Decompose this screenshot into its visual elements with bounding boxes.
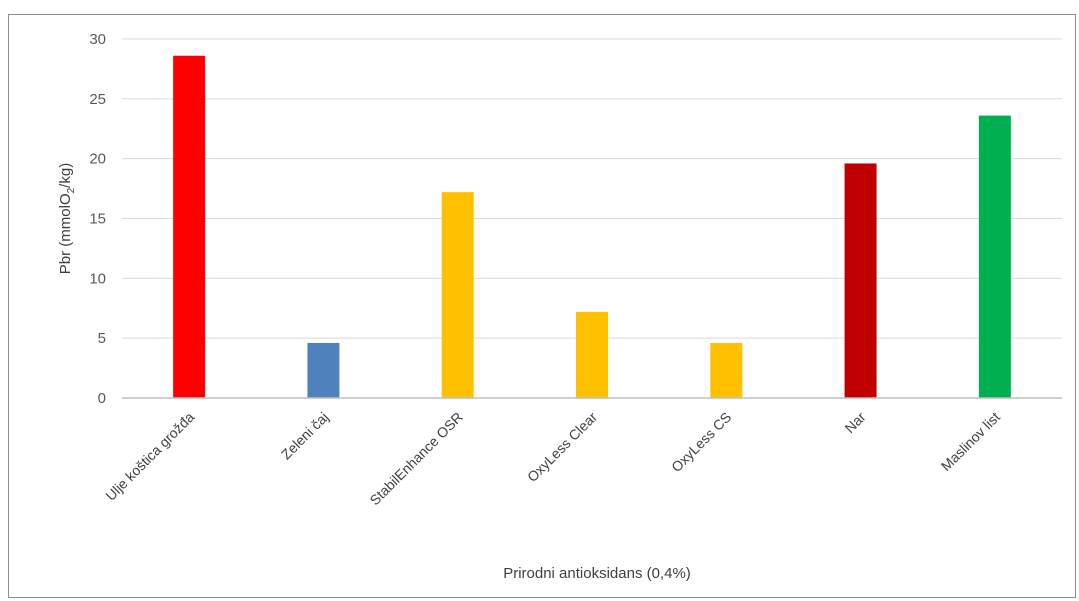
- y-tick-label: 25: [89, 91, 106, 108]
- bar: [710, 342, 743, 398]
- bars: [173, 55, 1011, 399]
- y-axis-ticks: 0 5 10 15 20 25 30: [89, 31, 106, 407]
- x-category-label: Maslinov list: [938, 409, 1003, 474]
- y-tick-label: 30: [89, 31, 106, 48]
- x-axis-title: Prirodni antioksidans (0,4%): [503, 565, 691, 582]
- y-axis-title-subscript: 2: [66, 187, 77, 193]
- x-category-label: Nar: [841, 409, 869, 437]
- x-axis-categories: Ulje koštica grožđa Zeleni čaj StabilEnhan…: [102, 409, 1003, 509]
- y-axis-title-prefix: Pbr (mmolO: [57, 193, 74, 274]
- bar: [844, 163, 877, 398]
- x-category-label: OxyLess CS: [668, 409, 734, 475]
- y-tick-label: 20: [89, 151, 106, 168]
- y-tick-label: 5: [98, 330, 106, 347]
- bar: [576, 311, 608, 398]
- bar: [441, 192, 474, 398]
- x-category-label: Ulje koštica grožđa: [102, 409, 197, 504]
- y-axis-title: Pbr (mmolO2/kg): [57, 163, 77, 274]
- x-category-label: OxyLess Clear: [524, 409, 600, 485]
- y-tick-label: 15: [89, 211, 106, 228]
- y-tick-label: 10: [89, 270, 106, 287]
- gridlines: [122, 38, 1062, 339]
- y-tick-label: 0: [98, 390, 106, 407]
- bar: [978, 115, 1011, 398]
- x-category-label: StabilEnhance OSR: [366, 409, 465, 508]
- bar: [173, 55, 206, 399]
- bar: [307, 342, 340, 398]
- x-category-label: Zeleni čaj: [278, 409, 332, 463]
- y-axis-title-suffix: /kg): [57, 163, 74, 188]
